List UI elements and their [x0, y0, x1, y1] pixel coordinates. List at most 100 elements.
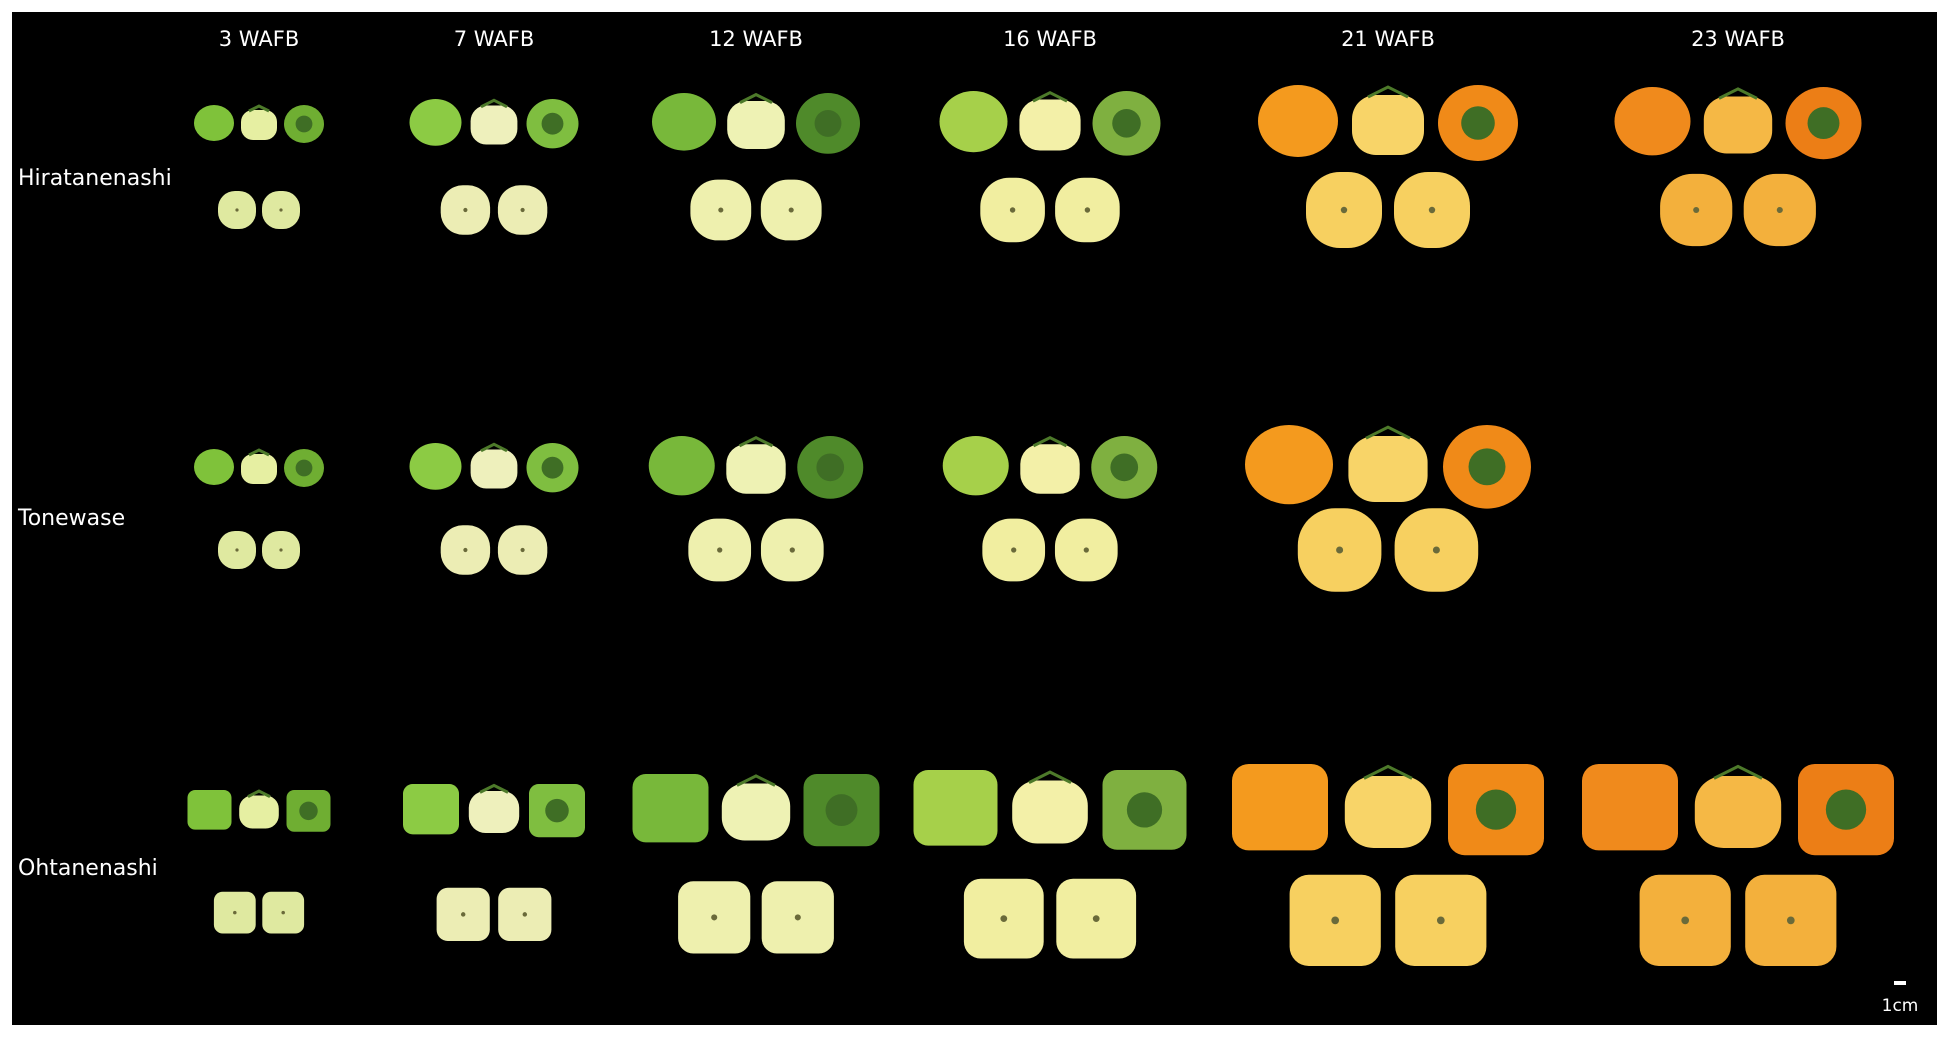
- fruit-core: [788, 207, 794, 213]
- fruit-whole: [403, 784, 459, 835]
- fruit-core: [279, 548, 283, 552]
- fruit-core: [1340, 206, 1348, 214]
- fruit-core: [1336, 546, 1344, 554]
- calyx-stem: [480, 442, 508, 453]
- fruit-whole: [409, 99, 462, 146]
- calyx-stem: [1718, 87, 1758, 100]
- fruit-cut: [726, 444, 786, 494]
- scale-label: 1cm: [1882, 996, 1919, 1016]
- fruit-core: [281, 910, 285, 915]
- fruit-cut: [470, 449, 518, 489]
- calyx-stem: [1365, 425, 1411, 440]
- calyx-stem: [1032, 91, 1068, 103]
- calyx: [295, 115, 313, 133]
- row-label: Ohtanenashi: [18, 856, 158, 881]
- calyx-stem: [739, 92, 773, 104]
- fruit-core: [463, 547, 468, 553]
- calyx: [1468, 448, 1506, 486]
- fruit-whole: [194, 105, 234, 141]
- calyx: [541, 456, 564, 479]
- fruit-whole: [1245, 425, 1333, 505]
- fruit-core: [718, 207, 724, 213]
- fruit-core: [1000, 915, 1008, 922]
- fruit-cut: [1019, 99, 1081, 151]
- calyx-stem: [1363, 764, 1413, 780]
- row-label: Tonewase: [17, 506, 125, 531]
- fruit-core: [789, 547, 795, 553]
- fruit-core: [235, 208, 239, 212]
- fruit-core: [1436, 916, 1445, 925]
- fruit-cut: [727, 101, 785, 149]
- fruit-core: [463, 207, 468, 213]
- fruit-core: [1693, 206, 1700, 214]
- fruit-core: [1776, 206, 1783, 214]
- column-header: 23 WAFB: [1691, 27, 1785, 51]
- calyx: [814, 109, 842, 137]
- calyx: [541, 112, 564, 135]
- calyx: [299, 801, 318, 821]
- calyx-stem: [1367, 85, 1409, 99]
- fruit-core: [1083, 547, 1089, 553]
- fruit-cut: [1344, 776, 1432, 848]
- fruit-cut: [1020, 444, 1080, 494]
- calyx-stem: [480, 98, 508, 109]
- column-header: 16 WAFB: [1003, 27, 1097, 51]
- fruit-whole: [187, 790, 232, 830]
- fruit-core: [460, 912, 466, 917]
- calyx: [1825, 789, 1867, 830]
- calyx: [1475, 789, 1517, 830]
- fruit-core: [1009, 207, 1016, 213]
- background: [12, 12, 1937, 1025]
- fruit-whole: [1258, 85, 1338, 157]
- fruit-core: [1331, 916, 1340, 925]
- fruit-cut: [1703, 96, 1773, 154]
- fruit-core: [520, 547, 525, 553]
- calyx: [295, 459, 313, 477]
- fruit-whole: [632, 774, 709, 843]
- calyx: [816, 453, 845, 482]
- fruit-core: [233, 910, 237, 915]
- fruit-core: [1084, 207, 1091, 213]
- fruit-cut: [241, 454, 277, 484]
- fruit-core: [1786, 916, 1795, 925]
- scale-bar: [1894, 981, 1906, 985]
- fruit-whole: [1582, 764, 1678, 851]
- fruit-core: [1432, 546, 1440, 554]
- calyx: [825, 794, 858, 827]
- calyx-stem: [248, 104, 270, 113]
- column-header: 3 WAFB: [219, 27, 300, 51]
- calyx: [1112, 109, 1141, 138]
- column-header: 12 WAFB: [709, 27, 803, 51]
- fruit-layer: [187, 85, 1894, 966]
- column-header: 21 WAFB: [1341, 27, 1435, 51]
- fruit-whole: [409, 443, 462, 490]
- fruit-core: [1681, 916, 1690, 925]
- fruit-whole: [942, 436, 1009, 496]
- fruit-whole: [1232, 764, 1328, 851]
- calyx-stem: [479, 783, 509, 794]
- fruit-cut: [1348, 436, 1428, 502]
- fruit-cut: [468, 791, 520, 833]
- calyx: [1461, 106, 1495, 140]
- fruit-whole: [939, 91, 1008, 153]
- fruit-whole: [913, 770, 998, 846]
- fruit-whole: [648, 436, 715, 496]
- calyx-stem: [738, 435, 774, 448]
- fruit-core: [1428, 206, 1436, 214]
- fruit-core: [522, 912, 528, 917]
- column-header: 7 WAFB: [454, 27, 535, 51]
- fruit-cut: [1352, 95, 1424, 155]
- fruit-core: [1092, 915, 1100, 922]
- calyx: [1807, 107, 1840, 140]
- fruit-core: [520, 207, 525, 213]
- fruit-cut: [239, 795, 279, 829]
- fruit-whole: [1614, 87, 1691, 156]
- calyx-stem: [247, 789, 271, 798]
- calyx-stem: [1713, 764, 1763, 780]
- fruit-cut: [1012, 780, 1088, 844]
- calyx-stem: [1028, 770, 1072, 784]
- row-label: Hiratanenashi: [18, 166, 172, 191]
- fruit-whole: [652, 93, 716, 151]
